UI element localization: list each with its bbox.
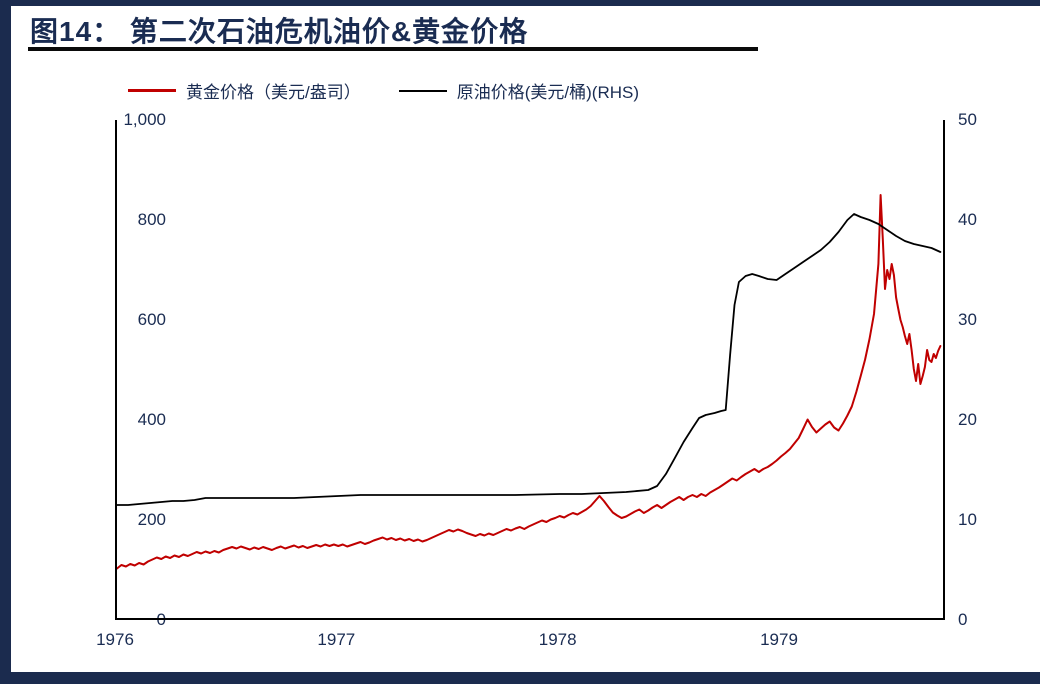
x-tick-label: 1977 <box>317 630 356 649</box>
legend-item-gold: 黄金价格（美元/盎司） <box>128 78 361 103</box>
y-right-tick-label: 50 <box>958 110 977 129</box>
gold-price-line <box>117 194 942 570</box>
gold-line-swatch <box>128 89 176 92</box>
title-block: 图14： 第二次石油危机油价&黄金价格 <box>30 10 528 50</box>
legend-label-oil: 原油价格(美元/桶)(RHS) <box>456 83 639 102</box>
y-right-tick-label: 0 <box>958 610 968 629</box>
legend-item-oil: 原油价格(美元/桶)(RHS) <box>398 78 639 103</box>
x-tick-label: 1979 <box>760 630 798 649</box>
page-border-top <box>0 0 1040 6</box>
title-underline <box>28 47 758 51</box>
y-axis-right: 50 40 30 20 10 0 <box>958 110 1008 629</box>
x-tick-label: 1976 <box>96 630 134 649</box>
y-right-tick-label: 20 <box>958 410 977 429</box>
oil-price-line <box>117 213 942 506</box>
page-border-left <box>0 0 11 684</box>
y-left-tick-label: 800 <box>137 210 166 229</box>
legend-label-gold: 黄金价格（美元/盎司） <box>186 83 361 102</box>
y-axis-left: 1,000 800 600 400 200 0 <box>38 110 166 629</box>
plot-area <box>115 120 945 620</box>
page-border-bottom <box>0 672 1040 684</box>
chart-title: 图14： 第二次石油危机油价&黄金价格 <box>30 16 529 47</box>
y-right-tick-label: 10 <box>958 510 977 529</box>
y-right-tick-label: 40 <box>958 210 977 229</box>
chart-canvas <box>117 194 942 570</box>
y-left-tick-label: 200 <box>137 510 166 529</box>
oil-line-swatch <box>398 89 447 92</box>
x-axis: 1976 1977 1978 1979 <box>96 630 945 654</box>
y-left-tick-label: 600 <box>137 310 166 329</box>
y-left-tick-label: 400 <box>137 410 166 429</box>
y-left-tick-label: 1,000 <box>123 110 166 129</box>
chart-legend: 黄金价格（美元/盎司） 原油价格(美元/桶)(RHS) <box>128 78 639 103</box>
y-right-tick-label: 30 <box>958 310 977 329</box>
x-tick-label: 1978 <box>538 630 577 649</box>
